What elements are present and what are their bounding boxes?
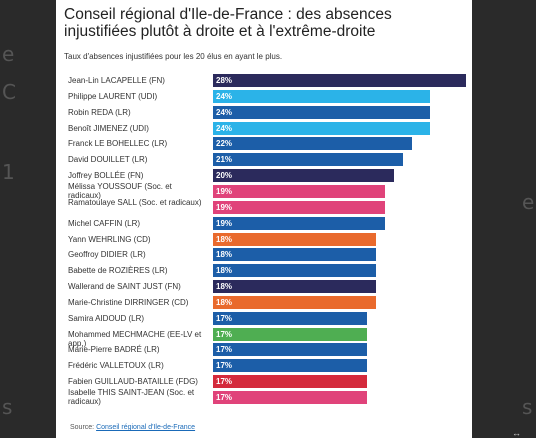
bar-value-label: 17%	[216, 313, 233, 323]
bar-value-label: 18%	[216, 250, 233, 260]
bar-label: Samira AIDOUD (LR)	[68, 313, 145, 323]
background-glyph: e	[522, 190, 535, 214]
bar: 19%	[213, 216, 385, 230]
bar-value-label: 18%	[216, 266, 233, 276]
bar: 28%	[213, 74, 466, 87]
bar-value-label: 18%	[216, 282, 233, 292]
bar: 17%	[213, 375, 367, 389]
bar: 17%	[213, 327, 367, 341]
background-glyph: s	[522, 395, 533, 419]
bar-label: David DOUILLET (LR)	[68, 155, 148, 165]
bar-label: Ramatoulaye SALL (Soc. et radicaux)	[68, 197, 202, 207]
bar: 24%	[213, 105, 430, 119]
bar-label: Babette de ROZIÈRES (LR)	[68, 266, 168, 276]
bar-value-label: 19%	[216, 218, 233, 228]
bar-value-label: 17%	[216, 329, 233, 339]
bar-value-label: 24%	[216, 91, 233, 101]
bar: 21%	[213, 153, 403, 167]
bar-label: Marie-Pierre BADRÉ (LR)	[68, 345, 160, 355]
bar-value-label: 19%	[216, 186, 233, 196]
source-note: Source: Conseil régional d'Ile-de-France	[70, 424, 195, 431]
bar: 18%	[213, 280, 376, 294]
bar-value-label: 17%	[216, 361, 233, 371]
bar-label: Michel CAFFIN (LR)	[68, 218, 141, 228]
bar: 18%	[213, 295, 376, 309]
bar-label: Marie-Christine DIRRINGER (CD)	[68, 297, 189, 307]
bar-value-label: 19%	[216, 202, 233, 212]
bar-value-label: 17%	[216, 393, 233, 402]
bar-label: Yann WEHRLING (CD)	[68, 234, 151, 244]
chart-title: Conseil régional d'Ile-de-France : des a…	[64, 6, 392, 40]
bar-label: Isabelle THIS SAINT-JEAN (Soc. et radica…	[68, 388, 195, 406]
bar-value-label: 20%	[216, 171, 233, 181]
bar: 24%	[213, 121, 430, 135]
bar-value-label: 18%	[216, 234, 233, 244]
bar-value-label: 21%	[216, 155, 233, 165]
bar-label: Geoffroy DIDIER (LR)	[68, 250, 146, 260]
background-glyph: C	[2, 80, 16, 104]
bar: 24%	[213, 89, 430, 103]
bar-label: Jean-Lin LACAPELLE (FN)	[68, 76, 165, 85]
background-glyph: e	[2, 42, 15, 66]
bar-label: Frédéric VALLETOUX (LR)	[68, 361, 164, 371]
bar-label: Fabien GUILLAUD-BATAILLE (FDG)	[68, 377, 198, 387]
background-glyph: 1	[2, 160, 15, 184]
bar: 17%	[213, 311, 367, 325]
chart-panel: Conseil régional d'Ile-de-France : des a…	[56, 0, 521, 438]
bar-label: Mohammed MECHMACHE (EE-LV et app.)	[68, 329, 202, 348]
bar-label: Franck LE BOHELLEC (LR)	[68, 139, 168, 149]
chart-subtitle: Taux d'absences injustifiées pour les 20…	[64, 52, 283, 61]
bar: 18%	[213, 232, 376, 246]
bar-value-label: 28%	[216, 76, 233, 85]
source-link[interactable]: Conseil régional d'Ile-de-France	[96, 424, 196, 431]
bar-value-label: 17%	[216, 345, 233, 355]
bar-value-label: 24%	[216, 107, 233, 117]
bar-value-label: 22%	[216, 139, 233, 149]
bar: 17%	[213, 391, 367, 404]
bar: 19%	[213, 200, 385, 214]
resize-icon[interactable]: ↔	[512, 428, 521, 438]
source-prefix: Source:	[70, 424, 95, 431]
bar-label: Mélissa YOUSSOUF (Soc. et radicaux)	[68, 181, 172, 200]
bar-label: Robin REDA (LR)	[68, 107, 131, 117]
bar: 20%	[213, 169, 394, 183]
bar-label: Benoît JIMENEZ (UDI)	[68, 123, 149, 133]
bar-label: Wallerand de SAINT JUST (FN)	[68, 282, 181, 292]
bar: 17%	[213, 343, 367, 357]
bar-value-label: 17%	[216, 377, 233, 387]
bar: 18%	[213, 264, 376, 278]
background-glyph: s	[2, 395, 13, 419]
bar: 22%	[213, 137, 412, 151]
bar: 18%	[213, 248, 376, 262]
bar-value-label: 24%	[216, 123, 233, 133]
bar-label: Joffrey BOLLÉE (FN)	[68, 171, 144, 181]
bar: 19%	[213, 184, 385, 198]
bar: 17%	[213, 359, 367, 373]
bar-label: Philippe LAURENT (UDI)	[68, 91, 158, 101]
bar-value-label: 18%	[216, 297, 233, 307]
